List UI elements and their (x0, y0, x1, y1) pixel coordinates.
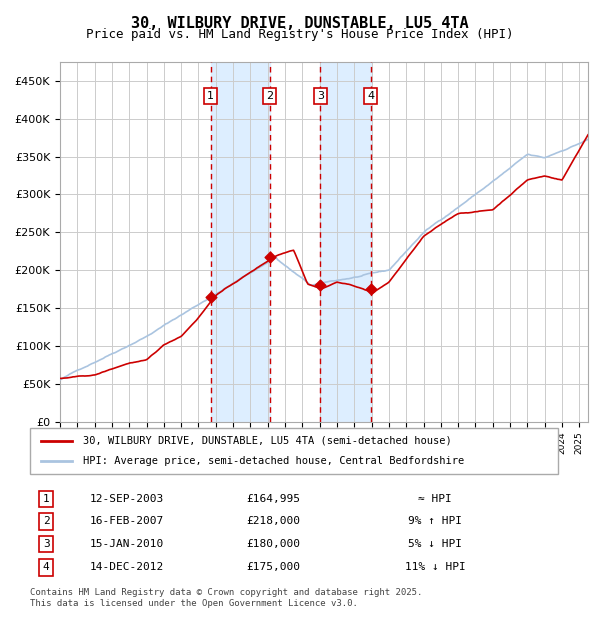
Text: 3: 3 (43, 539, 50, 549)
Text: 12-SEP-2003: 12-SEP-2003 (90, 494, 164, 504)
Text: 2: 2 (266, 91, 274, 101)
Text: 30, WILBURY DRIVE, DUNSTABLE, LU5 4TA (semi-detached house): 30, WILBURY DRIVE, DUNSTABLE, LU5 4TA (s… (83, 436, 452, 446)
FancyBboxPatch shape (30, 428, 558, 474)
Text: 9% ↑ HPI: 9% ↑ HPI (408, 516, 462, 526)
Text: 5% ↓ HPI: 5% ↓ HPI (408, 539, 462, 549)
Text: 16-FEB-2007: 16-FEB-2007 (90, 516, 164, 526)
Text: 1: 1 (43, 494, 50, 504)
Text: Price paid vs. HM Land Registry's House Price Index (HPI): Price paid vs. HM Land Registry's House … (86, 28, 514, 41)
Text: £180,000: £180,000 (246, 539, 300, 549)
Text: 1: 1 (207, 91, 214, 101)
Text: £164,995: £164,995 (246, 494, 300, 504)
Text: 4: 4 (43, 562, 50, 572)
Text: HPI: Average price, semi-detached house, Central Bedfordshire: HPI: Average price, semi-detached house,… (83, 456, 464, 466)
Point (206, 292, 215, 302)
Text: 14-DEC-2012: 14-DEC-2012 (90, 562, 164, 572)
Bar (320, 62, 371, 422)
Text: £175,000: £175,000 (246, 562, 300, 572)
Text: Contains HM Land Registry data © Crown copyright and database right 2025.
This d: Contains HM Land Registry data © Crown c… (30, 588, 422, 608)
Text: 2: 2 (43, 516, 50, 526)
Text: 11% ↓ HPI: 11% ↓ HPI (404, 562, 466, 572)
Point (316, 280, 325, 290)
Point (366, 284, 376, 294)
Text: 3: 3 (317, 91, 324, 101)
Point (265, 252, 275, 262)
Text: 30, WILBURY DRIVE, DUNSTABLE, LU5 4TA: 30, WILBURY DRIVE, DUNSTABLE, LU5 4TA (131, 16, 469, 30)
Text: £218,000: £218,000 (246, 516, 300, 526)
Text: 4: 4 (367, 91, 374, 101)
Bar (211, 62, 270, 422)
Text: 15-JAN-2010: 15-JAN-2010 (90, 539, 164, 549)
Text: ≈ HPI: ≈ HPI (418, 494, 452, 504)
